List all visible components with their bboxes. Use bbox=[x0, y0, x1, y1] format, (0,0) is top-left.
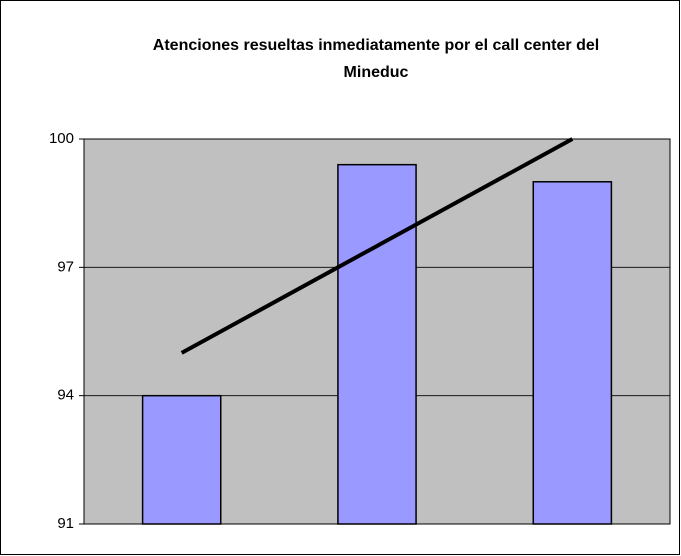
y-tick-label: 97 bbox=[57, 258, 74, 275]
y-tick-label: 100 bbox=[49, 130, 74, 147]
bar bbox=[532, 181, 613, 525]
bar bbox=[337, 163, 417, 525]
chart-title: Atenciones resueltas inmediatamente por … bbox=[152, 37, 600, 81]
bar bbox=[141, 394, 222, 525]
y-tick-label: 94 bbox=[57, 387, 74, 404]
y-tick-label: 91 bbox=[57, 515, 74, 532]
trend-line bbox=[180, 137, 574, 355]
